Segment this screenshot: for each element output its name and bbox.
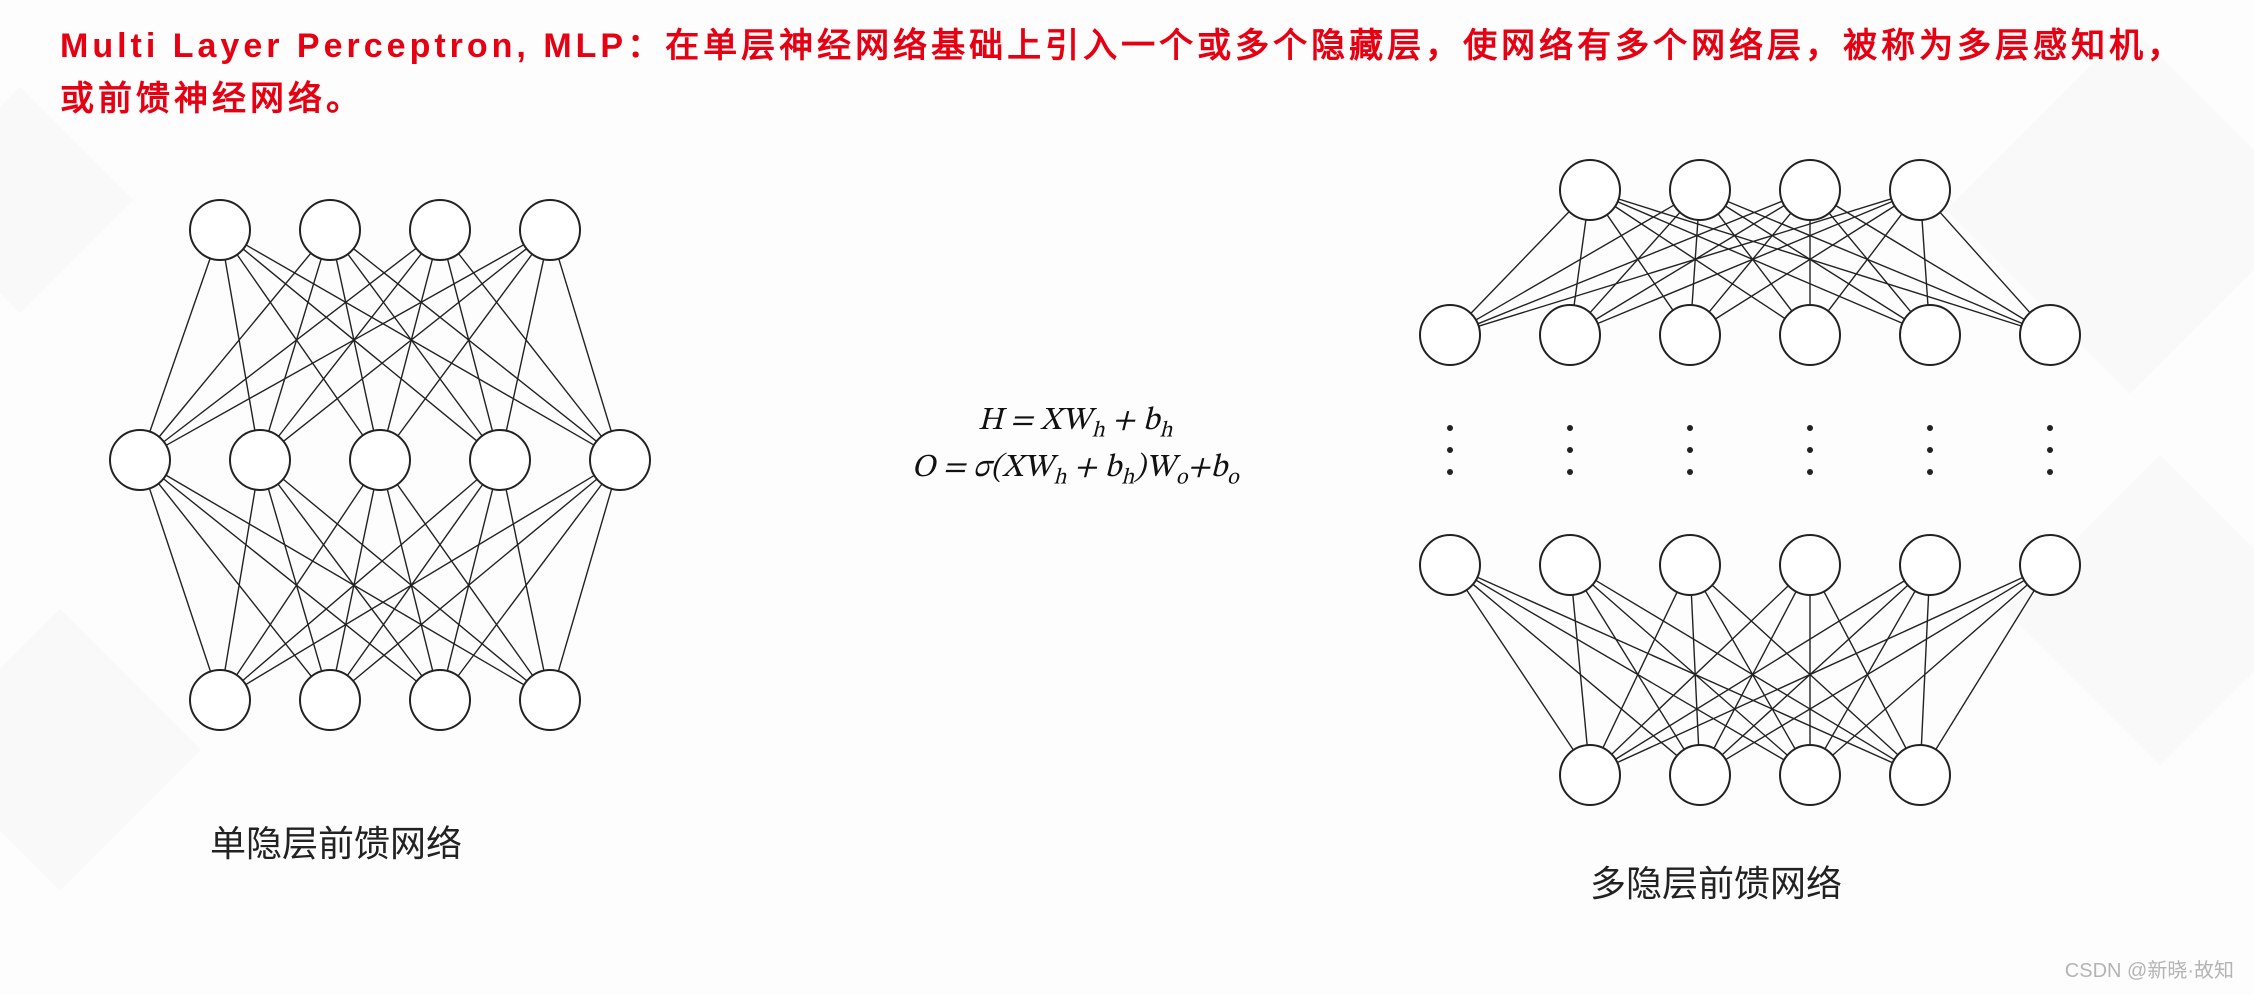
formula-line-1: H = XWh + bh xyxy=(845,400,1305,447)
multi-hidden-layer-network-diagram xyxy=(1370,135,2170,825)
single-hidden-layer-caption: 单隐层前馈网络 xyxy=(210,815,462,867)
watermark-text: CSDN @新晓·故知 xyxy=(2065,954,2234,983)
page-title: Multi Layer Perceptron, MLP：在单层神经网络基础上引入… xyxy=(60,20,2194,125)
formula-line-2: O = σ(XWh + bh)Wo+bo xyxy=(845,447,1305,494)
multi-hidden-layer-caption: 多隐层前馈网络 xyxy=(1590,855,1842,907)
mlp-formula: H = XWh + bh O = σ(XWh + bh)Wo+bo xyxy=(845,400,1305,493)
single-hidden-layer-network-diagram xyxy=(70,160,670,770)
